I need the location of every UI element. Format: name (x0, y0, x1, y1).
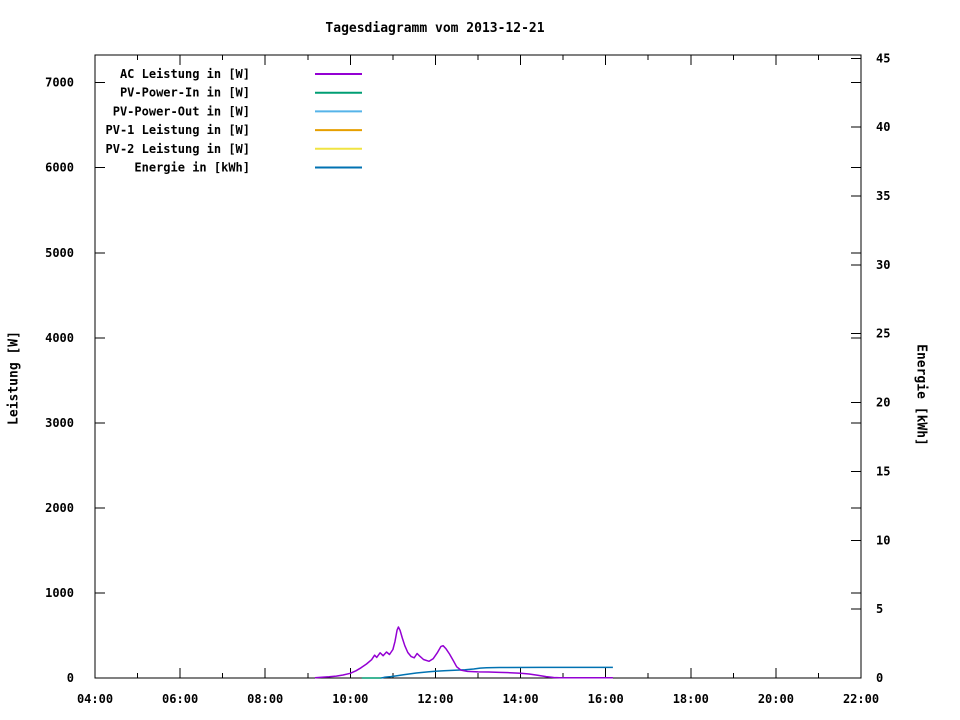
legend-label: PV-2 Leistung in [W] (106, 142, 251, 156)
legend-label: AC Leistung in [W] (120, 67, 250, 81)
legend-label: Energie in [kWh] (134, 161, 250, 175)
x-tick-label: 22:00 (843, 692, 879, 706)
x-tick-label: 20:00 (758, 692, 794, 706)
x-tick-label: 14:00 (502, 692, 538, 706)
chart-title: Tagesdiagramm vom 2013-12-21 (325, 21, 545, 36)
y-left-tick-label: 0 (67, 671, 74, 685)
y-right-tick-label: 20 (876, 396, 890, 410)
y-right-tick-label: 10 (876, 533, 890, 547)
x-tick-label: 18:00 (673, 692, 709, 706)
x-tick-label: 04:00 (77, 692, 113, 706)
y-left-tick-label: 1000 (45, 586, 74, 600)
y-right-tick-label: 30 (876, 258, 890, 272)
x-tick-label: 16:00 (588, 692, 624, 706)
y-left-tick-label: 3000 (45, 416, 74, 430)
y-left-tick-label: 2000 (45, 501, 74, 515)
y-left-tick-label: 4000 (45, 331, 74, 345)
legend-label: PV-Power-Out in [W] (113, 104, 250, 118)
y-right-tick-label: 0 (876, 671, 883, 685)
y-right-tick-label: 5 (876, 602, 883, 616)
y-left-tick-label: 7000 (45, 76, 74, 90)
series-line (314, 626, 613, 679)
x-tick-label: 10:00 (332, 692, 368, 706)
y-right-tick-label: 25 (876, 327, 890, 341)
x-tick-label: 12:00 (417, 692, 453, 706)
y-left-tick-label: 6000 (45, 161, 74, 175)
x-tick-label: 06:00 (162, 692, 198, 706)
series-line (380, 666, 613, 679)
y-left-tick-label: 5000 (45, 246, 74, 260)
y-right-tick-label: 45 (876, 51, 890, 65)
y-right-tick-label: 15 (876, 464, 890, 478)
y-right-tick-label: 40 (876, 120, 890, 134)
y-right-tick-label: 35 (876, 189, 890, 203)
legend-label: PV-1 Leistung in [W] (106, 123, 251, 137)
x-tick-label: 08:00 (247, 692, 283, 706)
legend-label: PV-Power-In in [W] (120, 86, 250, 100)
